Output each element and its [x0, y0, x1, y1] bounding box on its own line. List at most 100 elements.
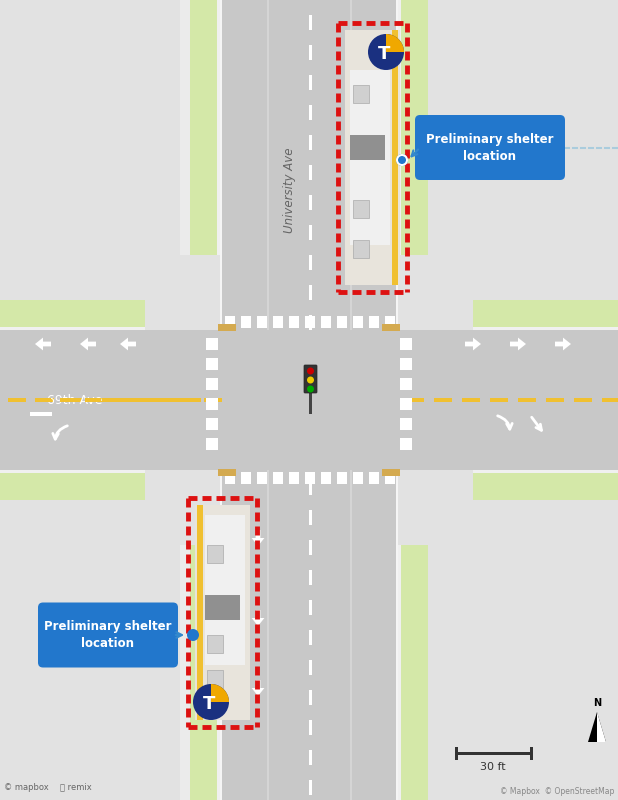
Bar	[10, 398, 26, 402]
Bar	[64, 398, 82, 402]
Bar	[257, 316, 267, 328]
Bar	[305, 472, 315, 484]
Bar	[85, 398, 101, 402]
Bar	[309, 540, 312, 555]
Bar	[218, 469, 236, 476]
Polygon shape	[347, 140, 360, 156]
Bar	[120, 398, 138, 402]
Bar	[392, 30, 398, 285]
Polygon shape	[229, 530, 242, 546]
Bar	[0, 330, 618, 470]
Wedge shape	[386, 34, 404, 52]
Bar	[176, 398, 194, 402]
Bar	[309, 75, 312, 90]
Bar	[401, 475, 428, 800]
Bar	[267, 0, 269, 330]
Bar	[398, 330, 618, 470]
Bar	[273, 472, 283, 484]
Bar	[206, 438, 218, 450]
Bar	[309, 135, 312, 150]
Circle shape	[323, 255, 473, 405]
Polygon shape	[35, 338, 51, 350]
Bar	[321, 472, 331, 484]
Bar	[0, 0, 220, 330]
Bar	[241, 316, 251, 328]
Bar	[35, 398, 51, 402]
Bar	[190, 475, 217, 800]
Bar	[353, 240, 369, 258]
Bar	[0, 330, 220, 470]
Text: © mapbox: © mapbox	[4, 782, 49, 791]
Bar	[455, 747, 458, 760]
Circle shape	[398, 156, 406, 164]
Circle shape	[368, 34, 404, 70]
Bar	[92, 398, 110, 402]
Polygon shape	[368, 65, 381, 81]
Circle shape	[189, 631, 197, 639]
Bar	[309, 690, 312, 705]
Bar	[400, 398, 412, 410]
Bar	[403, 300, 618, 327]
Bar	[0, 327, 220, 333]
Bar	[546, 398, 564, 402]
Bar	[309, 15, 312, 30]
Bar	[160, 398, 176, 402]
Bar	[309, 720, 312, 735]
Bar	[309, 195, 312, 210]
Polygon shape	[588, 712, 606, 742]
Bar	[309, 225, 312, 240]
Bar	[206, 398, 218, 410]
Bar	[350, 70, 390, 245]
Bar	[602, 398, 618, 402]
Text: 69th Ave: 69th Ave	[48, 394, 103, 406]
Text: 30 ft: 30 ft	[480, 762, 506, 772]
Bar	[206, 418, 218, 430]
Bar	[382, 324, 400, 331]
Bar	[8, 398, 26, 402]
Bar	[204, 398, 222, 402]
Bar	[225, 316, 235, 328]
Text: Preliminary shelter
location: Preliminary shelter location	[426, 133, 554, 162]
Polygon shape	[465, 338, 481, 350]
Bar	[220, 0, 222, 330]
Bar	[406, 398, 424, 402]
Bar	[398, 0, 618, 330]
Circle shape	[396, 154, 408, 166]
Bar	[0, 470, 220, 800]
Polygon shape	[347, 220, 360, 236]
Bar	[110, 398, 126, 402]
Bar	[305, 316, 315, 328]
Bar	[382, 469, 400, 476]
Bar	[197, 505, 203, 720]
Bar	[220, 330, 398, 470]
Polygon shape	[510, 338, 526, 350]
Bar	[309, 165, 312, 180]
Bar	[420, 490, 618, 800]
Bar	[400, 438, 412, 450]
Bar	[345, 30, 400, 285]
Bar	[309, 570, 312, 585]
Bar	[207, 635, 223, 653]
Bar	[385, 316, 395, 328]
Bar	[185, 398, 201, 402]
Bar	[145, 255, 220, 330]
Polygon shape	[597, 712, 606, 742]
Wedge shape	[211, 684, 229, 702]
Bar	[220, 0, 398, 330]
Bar	[434, 398, 452, 402]
Bar	[353, 85, 369, 103]
Bar	[206, 338, 218, 350]
Bar	[217, 470, 223, 800]
Bar	[145, 470, 220, 545]
Bar	[398, 470, 473, 545]
Bar	[369, 472, 379, 484]
Bar	[309, 630, 312, 645]
Bar	[241, 472, 251, 484]
Bar	[309, 480, 312, 495]
Bar	[309, 660, 312, 675]
FancyBboxPatch shape	[38, 602, 178, 667]
Bar	[205, 515, 245, 665]
Polygon shape	[555, 338, 571, 350]
Bar	[0, 473, 215, 500]
Bar	[205, 595, 240, 620]
